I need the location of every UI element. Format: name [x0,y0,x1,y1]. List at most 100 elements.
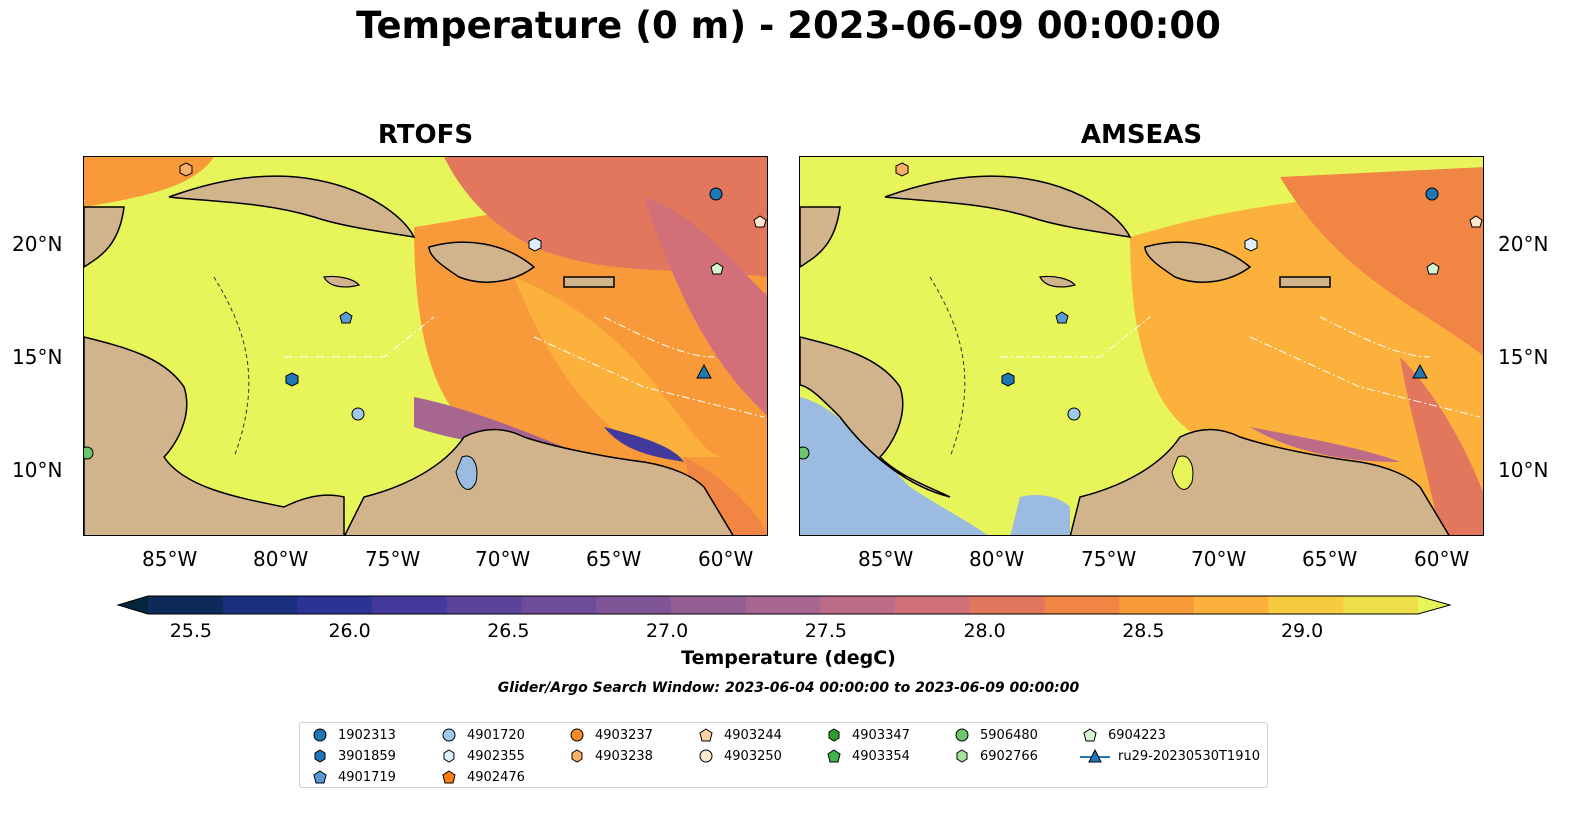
legend-label: 4902355 [467,748,525,764]
legend-label: 4902476 [467,769,525,785]
legend-label: 4901720 [467,727,525,743]
colorbar-segment [148,596,224,614]
legend-item: 6902766 [952,748,1038,764]
legend-label: 4903244 [724,727,782,743]
colorbar-segment [670,596,747,614]
legend-item: 4903244 [696,727,782,743]
legend-item: 4903347 [824,727,910,743]
legend-item: 4903250 [696,748,782,764]
legend-item: 4902355 [439,748,525,764]
legend-marker-icon [1080,748,1110,763]
lat-tick-left: 20°N [12,232,63,256]
lat-tick-right: 10°N [1498,458,1549,482]
legend-marker-icon [443,749,455,763]
legend-marker-icon [314,749,326,763]
legend-marker-icon [571,749,583,763]
colorbar-tick-label: 27.5 [804,620,847,642]
legend-item: 4903354 [824,748,910,764]
legend-label: 5906480 [980,727,1038,743]
colorbar-segment [745,596,821,614]
colorbar-segment [297,596,373,614]
legend-item: 5906480 [952,727,1038,743]
legend-item: 4903237 [567,727,653,743]
legend-label: 4903238 [595,748,653,764]
legend-label: 4901719 [338,769,396,785]
amseas-map[interactable] [799,156,1484,536]
legend-label: 4903250 [724,748,782,764]
lat-tick-right: 20°N [1498,232,1549,256]
legend-item: ru29-20230530T1910 [1080,748,1260,764]
colorbar-tick-label: 28.0 [963,620,1006,642]
legend-marker-icon [828,728,840,742]
legend-marker-icon [442,728,456,742]
lon-tick-right: 60°W [1414,547,1470,571]
lon-tick-left: 85°W [142,547,198,571]
legend-marker-icon [1083,728,1097,742]
legend-label: 6902766 [980,748,1038,764]
legend-label: ru29-20230530T1910 [1118,748,1261,764]
legend: 1902313 3901859 4901719 4901720 4902355 49024… [299,722,1268,788]
legend-item: 4903238 [567,748,653,764]
colorbar-extend-low [118,596,148,614]
colorbar-segment [1343,596,1419,614]
lat-tick-left: 10°N [12,458,63,482]
legend-label: 4903237 [595,727,653,743]
colorbar-tick-label: 29.0 [1280,620,1324,642]
legend-label: 6904223 [1108,727,1166,743]
lon-tick-left: 70°W [475,547,531,571]
colorbar-segment [820,596,896,614]
legend-marker-icon [313,770,327,784]
colorbar-tick-label: 26.0 [328,620,371,642]
temperature-colorbar [116,595,1452,615]
legend-label: 4903347 [852,727,910,743]
figure-title: Temperature (0 m) - 2023-06-09 00:00:00 [356,4,1221,47]
legend-marker-icon [442,770,456,784]
lon-tick-left: 65°W [586,547,642,571]
legend-marker-icon [827,749,841,763]
colorbar-segment [372,596,448,614]
legend-item: 3901859 [310,748,396,764]
legend-item: 4901719 [310,769,396,785]
colorbar-segment [446,596,523,614]
lon-tick-right: 80°W [969,547,1025,571]
colorbar-segment [222,596,298,614]
legend-marker-icon [956,749,968,763]
colorbar-segment [1193,596,1270,614]
lon-tick-right: 65°W [1302,547,1358,571]
legend-item: 6904223 [1080,727,1166,743]
colorbar-segment [1119,596,1195,614]
lat-tick-right: 15°N [1498,345,1549,369]
lon-tick-left: 80°W [253,547,309,571]
legend-label: 3901859 [338,748,396,764]
colorbar-segment [1044,596,1120,614]
lon-tick-right: 70°W [1191,547,1247,571]
panel-title-amseas: AMSEAS [1080,120,1203,150]
colorbar-tick-label: 25.5 [169,620,212,642]
colorbar-segment [596,596,672,614]
lon-tick-left: 60°W [698,547,754,571]
legend-item: 4902476 [439,769,525,785]
legend-item: 4901720 [439,727,525,743]
legend-label: 4903354 [852,748,910,764]
colorbar-tick-label: 26.5 [487,620,530,642]
rtofs-map[interactable] [83,156,768,536]
colorbar-tick-label: 27.0 [645,620,689,642]
search-window-text: Glider/Argo Search Window: 2023-06-04 00… [497,680,1080,696]
lon-tick-left: 75°W [365,547,421,571]
colorbar-segment [1268,596,1344,614]
colorbar-outline [116,595,1452,615]
legend-marker-icon [955,728,969,742]
legend-marker-icon [570,728,584,742]
colorbar-tick-label: 28.5 [1122,620,1165,642]
legend-marker-icon [313,728,327,742]
colorbar-segment [521,596,597,614]
legend-marker-icon [699,749,713,763]
lon-tick-right: 85°W [858,547,914,571]
colorbar-segment [895,596,971,614]
legend-marker-icon [699,728,713,742]
colorbar-extend-high [1418,596,1450,614]
lon-tick-right: 75°W [1081,547,1137,571]
panel-title-rtofs: RTOFS [377,120,474,150]
colorbar-segment [969,596,1045,614]
legend-label: 1902313 [338,727,396,743]
